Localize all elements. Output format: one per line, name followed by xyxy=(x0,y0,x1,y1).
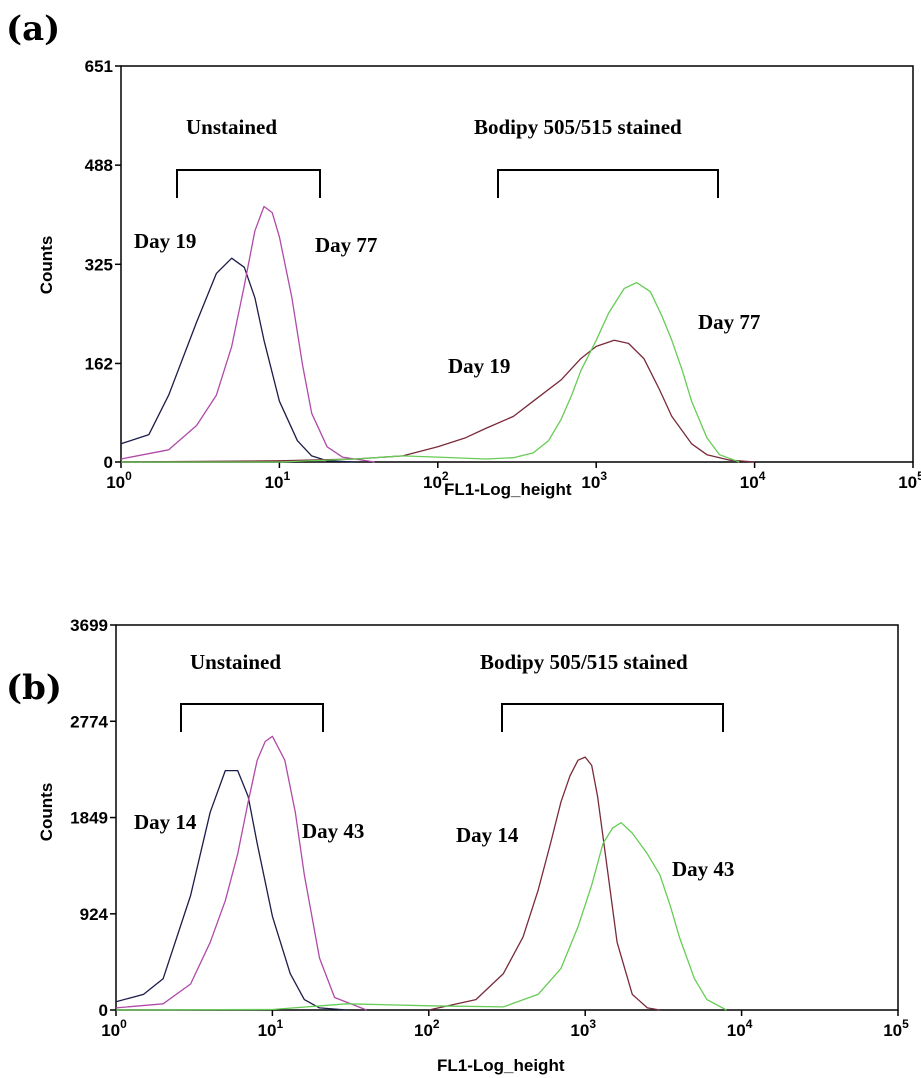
unstained-bracket-b xyxy=(180,703,324,732)
stained-bracket-a xyxy=(497,169,719,198)
x-tick-label-b: 102 xyxy=(414,1017,440,1040)
y-ticks-a: 0 162 325 488 651 xyxy=(85,57,121,472)
x-tick-label-a: 104 xyxy=(740,469,766,492)
x-tick-label-b: 101 xyxy=(258,1017,284,1040)
x-axis-title-b: FL1-Log_height xyxy=(437,1056,565,1075)
series-b xyxy=(115,735,727,1011)
x-tick-label-a: 103 xyxy=(581,469,607,492)
stained-bracket-b xyxy=(501,703,724,732)
x-tick-label-a: 102 xyxy=(423,469,449,492)
stained-label-a: Bodipy 505/515 stained xyxy=(474,115,682,139)
y-tick-label-a: 651 xyxy=(85,57,113,76)
y-tick-label-a: 488 xyxy=(85,156,113,175)
series-unstained-late-line-a xyxy=(120,205,375,463)
panel-a: (a) 0 162 325 488 651 100 101 102 103 104 105 Uns… xyxy=(6,9,921,499)
x-tick-label-b: 105 xyxy=(883,1017,909,1040)
unstained-label-b: Unstained xyxy=(190,650,281,674)
x-tick-label-b: 100 xyxy=(101,1017,127,1040)
x-ticks-b: 100 101 102 103 104 105 xyxy=(101,1010,909,1040)
unstained-label-a: Unstained xyxy=(186,115,277,139)
x-tick-label-b: 104 xyxy=(727,1017,753,1040)
y-tick-label-a: 325 xyxy=(85,255,113,274)
panel-a-label: (a) xyxy=(6,9,60,49)
x-tick-label-a: 101 xyxy=(265,469,291,492)
series-stained-late-line-b xyxy=(115,822,727,1011)
plot-frame-b xyxy=(115,624,899,1011)
day-label-unstained-early-a: Day 19 xyxy=(134,229,196,253)
y-tick-label-b: 924 xyxy=(80,905,109,924)
day-label-stained-late-b: Day 43 xyxy=(672,857,734,881)
x-tick-label-a: 100 xyxy=(106,469,132,492)
y-axis-title-b: Counts xyxy=(37,783,56,842)
day-label-stained-early-a: Day 19 xyxy=(448,354,510,378)
y-axis-title-a: Counts xyxy=(37,236,56,295)
day-label-unstained-late-a: Day 77 xyxy=(315,233,377,257)
unstained-bracket-a xyxy=(176,169,321,198)
series-unstained-early-line-b xyxy=(115,769,348,1011)
series-stained-early-line-a xyxy=(120,339,755,463)
day-label-unstained-late-b: Day 43 xyxy=(302,819,364,843)
x-axis-title-a: FL1-Log_height xyxy=(444,480,572,499)
series-unstained-late-line-b xyxy=(115,735,367,1011)
x-ticks-a: 100 101 102 103 104 105 xyxy=(106,462,921,492)
y-tick-label-b: 1849 xyxy=(70,809,108,828)
y-tick-label-b: 0 xyxy=(99,1001,108,1020)
series-a xyxy=(120,205,755,463)
series-unstained-early-line-a xyxy=(120,257,356,463)
y-tick-label-a: 0 xyxy=(104,453,113,472)
panel-b-label: (b) xyxy=(6,668,62,708)
x-tick-label-a: 105 xyxy=(898,469,921,492)
x-tick-label-b: 103 xyxy=(570,1017,596,1040)
stained-label-b: Bodipy 505/515 stained xyxy=(480,650,688,674)
y-ticks-b: 0 924 1849 2774 3699 xyxy=(70,616,116,1020)
y-tick-label-b: 3699 xyxy=(70,616,108,635)
y-tick-label-a: 162 xyxy=(85,354,113,373)
day-label-stained-early-b: Day 14 xyxy=(456,823,519,847)
y-tick-label-b: 2774 xyxy=(70,712,108,731)
series-stained-late-line-a xyxy=(121,281,740,463)
day-label-stained-late-a: Day 77 xyxy=(698,310,760,334)
series-stained-early-line-b xyxy=(428,756,660,1011)
day-label-unstained-early-b: Day 14 xyxy=(134,810,197,834)
